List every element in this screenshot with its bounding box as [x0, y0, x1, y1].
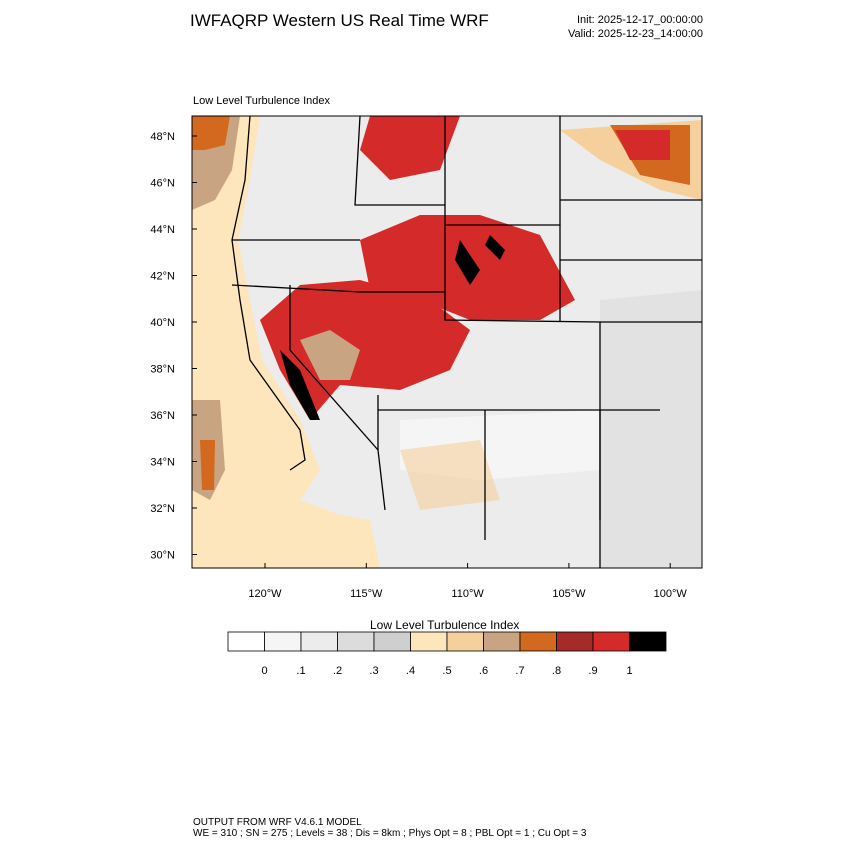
- colorbar-box: [300, 631, 338, 652]
- valid-time: Valid: 2025-12-23_14:00:00: [568, 28, 703, 40]
- init-time: Init: 2025-12-17_00:00:00: [577, 14, 703, 26]
- colorbar-label: .8: [552, 665, 561, 677]
- colorbar-box: [483, 631, 521, 652]
- state-borders: [231, 116, 702, 568]
- lat-label: 30°N: [150, 550, 175, 562]
- colorbar-title: Low Level Turbulence Index: [370, 618, 519, 632]
- colorbar-box: [264, 631, 302, 652]
- colorbar-label: .1: [296, 665, 305, 677]
- colorbar-box: [410, 631, 448, 652]
- lat-label: 36°N: [150, 410, 175, 422]
- title: IWFAQRP Western US Real Time WRF: [190, 11, 489, 30]
- lon-label: 120°W: [248, 588, 282, 600]
- colorbar-box: [519, 631, 557, 652]
- colorbar-box: [373, 631, 411, 652]
- lat-label: 46°N: [150, 178, 175, 190]
- colorbar-box: [629, 631, 667, 652]
- colorbar-label: .9: [588, 665, 597, 677]
- footer-line: OUTPUT FROM WRF V4.6.1 MODEL: [193, 817, 362, 828]
- lat-label: 42°N: [150, 271, 175, 283]
- colorbar-label: .6: [479, 665, 488, 677]
- lon-label: 100°W: [654, 588, 688, 600]
- colorbar-box: [446, 631, 484, 652]
- colorbar-box: [337, 631, 375, 652]
- colorbar-label: 0: [261, 665, 267, 677]
- colorbar-label: .7: [515, 665, 524, 677]
- lat-label: 48°N: [150, 131, 175, 143]
- colorbar-box: [556, 631, 594, 652]
- colorbar-label: .5: [442, 665, 451, 677]
- colorbar-label: 1: [626, 665, 632, 677]
- lat-label: 38°N: [150, 364, 175, 376]
- footer-line: WE = 310 ; SN = 275 ; Levels = 38 ; Dis …: [193, 828, 587, 839]
- lon-label: 105°W: [552, 588, 586, 600]
- lat-label: 32°N: [150, 503, 175, 515]
- colorbar-box: [227, 631, 265, 652]
- map-title: Low Level Turbulence Index: [193, 95, 330, 107]
- colorbar-label: .4: [406, 665, 415, 677]
- lat-label: 44°N: [150, 224, 175, 236]
- lat-label: 40°N: [150, 317, 175, 329]
- colorbar-label: .3: [369, 665, 378, 677]
- lon-label: 110°W: [451, 588, 484, 600]
- map-field: [192, 116, 702, 568]
- colorbar-label: .2: [333, 665, 342, 677]
- map-frame: [191, 115, 703, 569]
- lon-label: 115°W: [350, 588, 383, 600]
- colorbar-box: [592, 631, 630, 652]
- lat-label: 34°N: [150, 457, 175, 469]
